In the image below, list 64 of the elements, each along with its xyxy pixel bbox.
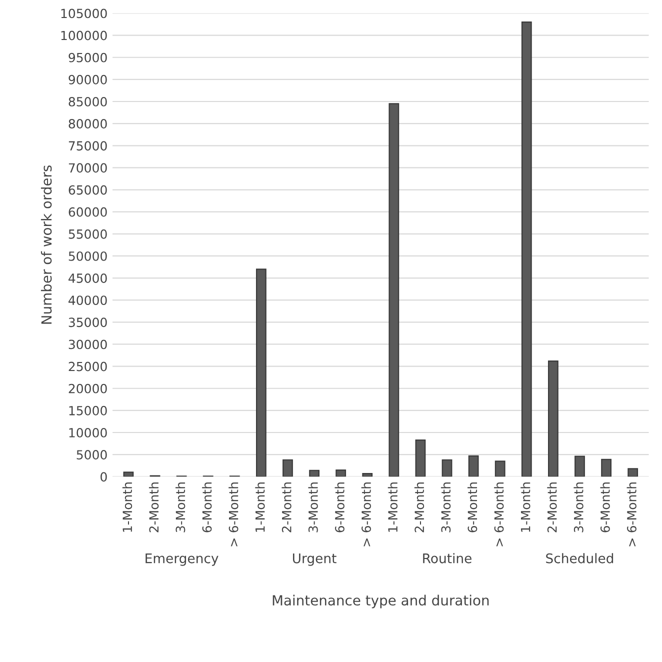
bar xyxy=(601,458,612,477)
bar xyxy=(256,268,266,477)
bar xyxy=(309,470,320,477)
bar xyxy=(388,103,400,477)
bar xyxy=(548,360,558,477)
x-tick-label: 3-Month xyxy=(574,482,584,532)
y-tick-label: 10000 xyxy=(69,428,107,438)
bar xyxy=(468,455,479,477)
x-tick-label: > 6-Month xyxy=(361,482,372,546)
bar xyxy=(282,459,293,477)
y-tick-label: 35000 xyxy=(68,318,107,328)
y-tick-label: 5000 xyxy=(76,450,107,460)
bar xyxy=(415,439,426,477)
y-tick-label: 40000 xyxy=(68,296,107,306)
y-tick-label: 80000 xyxy=(68,119,107,128)
y-tick-label: 20000 xyxy=(68,384,107,394)
bar xyxy=(123,472,134,477)
y-tick-label: 100000 xyxy=(61,30,107,40)
x-tick-label: 3-Month xyxy=(440,482,451,532)
x-tick-label: > 6-Month xyxy=(494,482,504,546)
y-tick-label: 30000 xyxy=(68,340,107,350)
x-axis-title: Maintenance type and duration xyxy=(272,594,489,608)
y-tick-label: 25000 xyxy=(68,362,107,372)
y-axis-title: Number of work orders xyxy=(40,165,52,324)
x-tick-label: > 6-Month xyxy=(626,482,636,546)
y-tick-label: 70000 xyxy=(68,163,107,173)
y-tick-label: 95000 xyxy=(68,52,107,62)
bar xyxy=(574,456,585,477)
x-tick-label: 1-Month xyxy=(122,482,132,532)
x-tick-label: 3-Month xyxy=(176,482,186,532)
bar xyxy=(336,469,346,477)
bar xyxy=(442,459,452,477)
y-tick-label: 45000 xyxy=(68,274,107,283)
y-tick-label: 85000 xyxy=(68,96,107,106)
y-tick-label: 60000 xyxy=(68,207,107,217)
bar xyxy=(362,472,373,477)
x-tick-label: 6-Month xyxy=(468,482,478,532)
x-tick-label: 6-Month xyxy=(202,482,212,532)
y-tick-label: 50000 xyxy=(68,251,107,261)
x-tick-label: 2-Month xyxy=(547,482,557,532)
y-tick-label: 15000 xyxy=(69,406,107,416)
x-tick-label: 1-Month xyxy=(388,482,398,532)
text: Routine xyxy=(423,553,472,564)
x-tick-label: 6-Month xyxy=(600,482,610,532)
text: Scheduled xyxy=(546,553,614,564)
y-tick-label: 55000 xyxy=(68,229,107,239)
y-tick-label: 75000 xyxy=(68,141,107,151)
y-tick-label: 0 xyxy=(100,472,107,482)
x-tick-label: > 6-Month xyxy=(228,482,238,546)
x-tick-label: 1-Month xyxy=(520,482,530,532)
text: Emergency xyxy=(146,554,218,566)
y-tick-label: 65000 xyxy=(68,185,107,195)
x-tick-label: 3-Month xyxy=(308,482,318,532)
bar xyxy=(521,22,532,477)
x-tick-label: 2-Month xyxy=(148,482,159,532)
y-tick-label: 90000 xyxy=(68,74,107,84)
x-tick-label: 1-Month xyxy=(255,482,265,532)
x-tick-label: 2-Month xyxy=(282,482,292,532)
y-tick-label: 105000 xyxy=(61,8,107,18)
x-tick-label: 6-Month xyxy=(334,482,344,532)
bar xyxy=(628,468,638,477)
text: Urgent xyxy=(292,554,336,566)
bar xyxy=(494,460,506,477)
x-tick-label: 2-Month xyxy=(414,482,424,532)
